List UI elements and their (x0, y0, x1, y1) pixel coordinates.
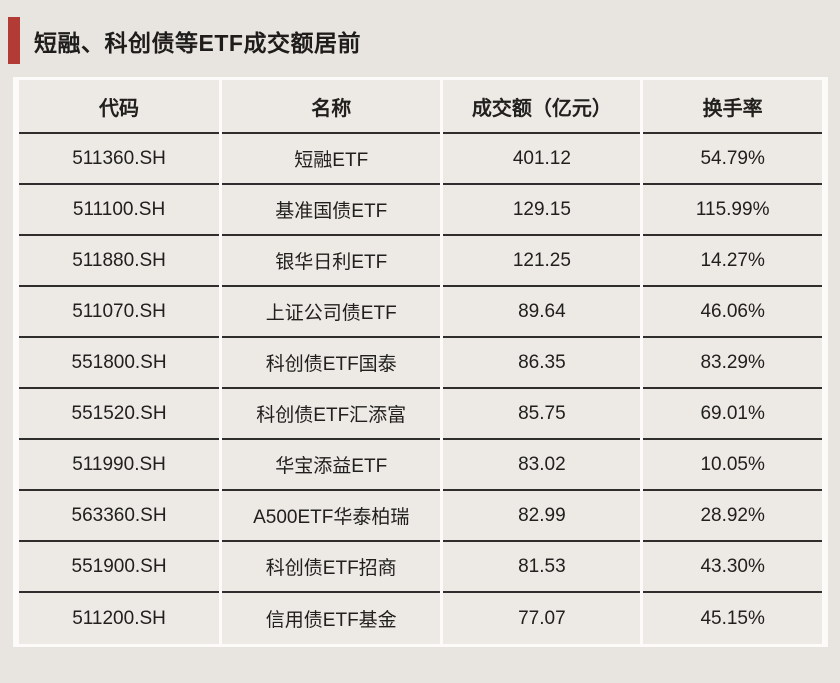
etf-table-container: 代码 名称 成交额（亿元） 换手率 511360.SH 短融ETF 401.12… (13, 77, 828, 647)
table-row: 551900.SH 科创债ETF招商 81.53 43.30% (19, 542, 822, 593)
cell-turnover-value: 83.02 (443, 440, 641, 491)
cell-turnover-rate: 83.29% (643, 338, 822, 389)
table-row: 511360.SH 短融ETF 401.12 54.79% (19, 134, 822, 185)
cell-turnover-value: 81.53 (443, 542, 641, 593)
cell-turnover-value: 401.12 (443, 134, 641, 185)
section-header: 短融、科创债等ETF成交额居前 (0, 0, 840, 64)
cell-turnover-value: 129.15 (443, 185, 641, 236)
cell-code: 511100.SH (19, 185, 220, 236)
page-title: 短融、科创债等ETF成交额居前 (34, 29, 361, 56)
title-accent-bar (8, 17, 20, 64)
cell-code: 511360.SH (19, 134, 220, 185)
cell-code: 551800.SH (19, 338, 220, 389)
table-row: 511070.SH 上证公司债ETF 89.64 46.06% (19, 287, 822, 338)
cell-code: 511070.SH (19, 287, 220, 338)
cell-turnover-value: 86.35 (443, 338, 641, 389)
cell-code: 551900.SH (19, 542, 220, 593)
cell-turnover-rate: 14.27% (643, 236, 822, 287)
col-header-name: 名称 (222, 80, 441, 134)
cell-name: 银华日利ETF (222, 236, 441, 287)
cell-code: 551520.SH (19, 389, 220, 440)
cell-turnover-rate: 45.15% (643, 593, 822, 644)
cell-name: A500ETF华泰柏瑞 (222, 491, 441, 542)
cell-code: 511200.SH (19, 593, 220, 644)
table-header-row: 代码 名称 成交额（亿元） 换手率 (19, 80, 822, 134)
cell-turnover-value: 82.99 (443, 491, 641, 542)
table-header: 代码 名称 成交额（亿元） 换手率 (19, 80, 822, 134)
cell-turnover-rate: 69.01% (643, 389, 822, 440)
cell-turnover-value: 89.64 (443, 287, 641, 338)
col-header-turnover-value: 成交额（亿元） (443, 80, 641, 134)
cell-code: 563360.SH (19, 491, 220, 542)
cell-turnover-value: 77.07 (443, 593, 641, 644)
cell-name: 信用债ETF基金 (222, 593, 441, 644)
cell-turnover-rate: 54.79% (643, 134, 822, 185)
cell-name: 基准国债ETF (222, 185, 441, 236)
table-row: 511200.SH 信用债ETF基金 77.07 45.15% (19, 593, 822, 644)
cell-code: 511880.SH (19, 236, 220, 287)
cell-turnover-rate: 46.06% (643, 287, 822, 338)
cell-name: 科创债ETF国泰 (222, 338, 441, 389)
cell-name: 华宝添益ETF (222, 440, 441, 491)
table-row: 551520.SH 科创债ETF汇添富 85.75 69.01% (19, 389, 822, 440)
cell-name: 科创债ETF汇添富 (222, 389, 441, 440)
cell-name: 上证公司债ETF (222, 287, 441, 338)
cell-turnover-rate: 43.30% (643, 542, 822, 593)
table-row: 511880.SH 银华日利ETF 121.25 14.27% (19, 236, 822, 287)
cell-turnover-rate: 115.99% (643, 185, 822, 236)
cell-name: 科创债ETF招商 (222, 542, 441, 593)
cell-turnover-value: 121.25 (443, 236, 641, 287)
table-body: 511360.SH 短融ETF 401.12 54.79% 511100.SH … (19, 134, 822, 644)
cell-code: 511990.SH (19, 440, 220, 491)
table-row: 563360.SH A500ETF华泰柏瑞 82.99 28.92% (19, 491, 822, 542)
cell-turnover-rate: 28.92% (643, 491, 822, 542)
col-header-code: 代码 (19, 80, 220, 134)
table-row: 511100.SH 基准国债ETF 129.15 115.99% (19, 185, 822, 236)
table-row: 511990.SH 华宝添益ETF 83.02 10.05% (19, 440, 822, 491)
etf-table: 代码 名称 成交额（亿元） 换手率 511360.SH 短融ETF 401.12… (16, 80, 825, 644)
cell-turnover-value: 85.75 (443, 389, 641, 440)
col-header-turnover-rate: 换手率 (643, 80, 822, 134)
table-row: 551800.SH 科创债ETF国泰 86.35 83.29% (19, 338, 822, 389)
cell-turnover-rate: 10.05% (643, 440, 822, 491)
cell-name: 短融ETF (222, 134, 441, 185)
